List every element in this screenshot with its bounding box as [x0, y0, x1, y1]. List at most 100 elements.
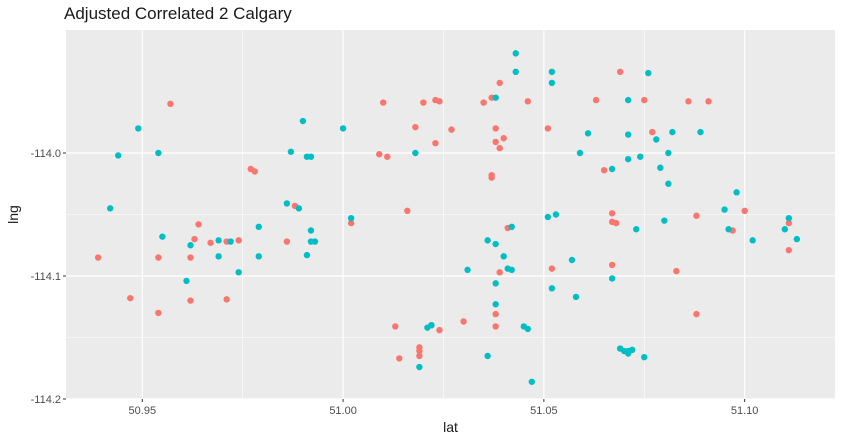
data-point [608, 261, 616, 269]
data-point [492, 94, 499, 101]
data-point [629, 346, 636, 353]
data-point [207, 239, 214, 246]
data-point [500, 253, 507, 260]
x-tick-label: 51.10 [731, 405, 759, 417]
x-tick-label: 51.00 [329, 405, 357, 417]
data-point [785, 219, 793, 227]
data-point [552, 211, 560, 218]
data-point [725, 226, 732, 233]
data-point [155, 254, 162, 261]
data-point [311, 238, 319, 245]
data-point [436, 98, 443, 105]
data-point [624, 155, 632, 163]
data-point [94, 254, 102, 261]
data-point [159, 233, 166, 240]
data-point [448, 126, 455, 133]
data-point [496, 144, 503, 152]
data-point [685, 98, 692, 105]
data-point [492, 310, 499, 318]
data-point [657, 164, 664, 171]
y-tick-label: -114.1 [31, 271, 61, 283]
data-point [384, 153, 391, 160]
data-point [380, 99, 387, 106]
data-point [793, 235, 801, 243]
data-point [183, 277, 190, 285]
data-point [584, 130, 592, 137]
data-point [508, 223, 515, 230]
data-point [396, 355, 403, 362]
data-point [548, 79, 556, 87]
data-point [705, 98, 712, 105]
data-point [633, 226, 640, 233]
data-point [416, 363, 423, 371]
data-point [492, 125, 499, 132]
data-point [127, 294, 134, 302]
data-point [307, 153, 315, 160]
data-point [235, 237, 242, 244]
data-point [512, 50, 519, 57]
data-point [191, 235, 198, 243]
data-point [508, 266, 515, 274]
data-point [436, 326, 443, 334]
data-point [404, 207, 411, 215]
data-point [568, 256, 576, 264]
data-point [307, 227, 315, 234]
data-point [416, 344, 423, 351]
data-point [187, 297, 194, 304]
data-point [255, 223, 262, 230]
data-point [624, 131, 632, 138]
data-point [464, 266, 471, 274]
data-point [612, 219, 620, 227]
x-tick-label: 50.95 [129, 405, 157, 417]
data-point [376, 151, 383, 158]
data-point [428, 322, 435, 329]
data-point [693, 310, 700, 318]
data-point [283, 200, 291, 207]
data-point [484, 352, 491, 360]
data-point [347, 219, 355, 227]
data-point [187, 254, 194, 261]
data-point [412, 123, 419, 131]
data-point [155, 309, 162, 317]
data-point [548, 68, 556, 76]
data-point [484, 237, 491, 244]
axes: 50.95 51.00 51.05 51.10 -114.0 -114.1 -114.2 [31, 148, 759, 417]
data-point [303, 251, 311, 259]
data-point [460, 318, 467, 325]
data-point [488, 174, 495, 181]
grid-lines [66, 30, 835, 400]
data-point [392, 323, 399, 330]
data-point [255, 253, 262, 260]
data-point [641, 353, 648, 361]
data-point [496, 269, 503, 276]
data-point [155, 149, 162, 157]
data-point [697, 128, 704, 136]
data-point [749, 237, 756, 244]
data-point [115, 152, 122, 159]
data-point [524, 325, 532, 333]
data-point [299, 117, 307, 125]
data-point [544, 213, 552, 221]
data-point [227, 238, 234, 245]
data-point [572, 293, 580, 301]
x-axis-title: lat [443, 419, 458, 435]
x-tick-label: 51.05 [530, 405, 558, 417]
data-point [420, 99, 427, 106]
y-tick-label: -114.2 [31, 394, 61, 406]
data-point [512, 68, 519, 76]
y-tick-label: -114.0 [31, 148, 61, 160]
data-point [416, 352, 423, 360]
data-point [283, 238, 291, 245]
data-point [167, 100, 174, 108]
data-point [295, 205, 303, 212]
data-point [624, 96, 632, 104]
data-point [548, 285, 556, 292]
data-point [287, 148, 295, 155]
y-axis-title: lng [5, 205, 21, 224]
data-point [496, 79, 503, 87]
data-point [412, 149, 419, 157]
data-point [223, 296, 230, 303]
data-point [215, 237, 222, 244]
data-point [106, 205, 114, 212]
